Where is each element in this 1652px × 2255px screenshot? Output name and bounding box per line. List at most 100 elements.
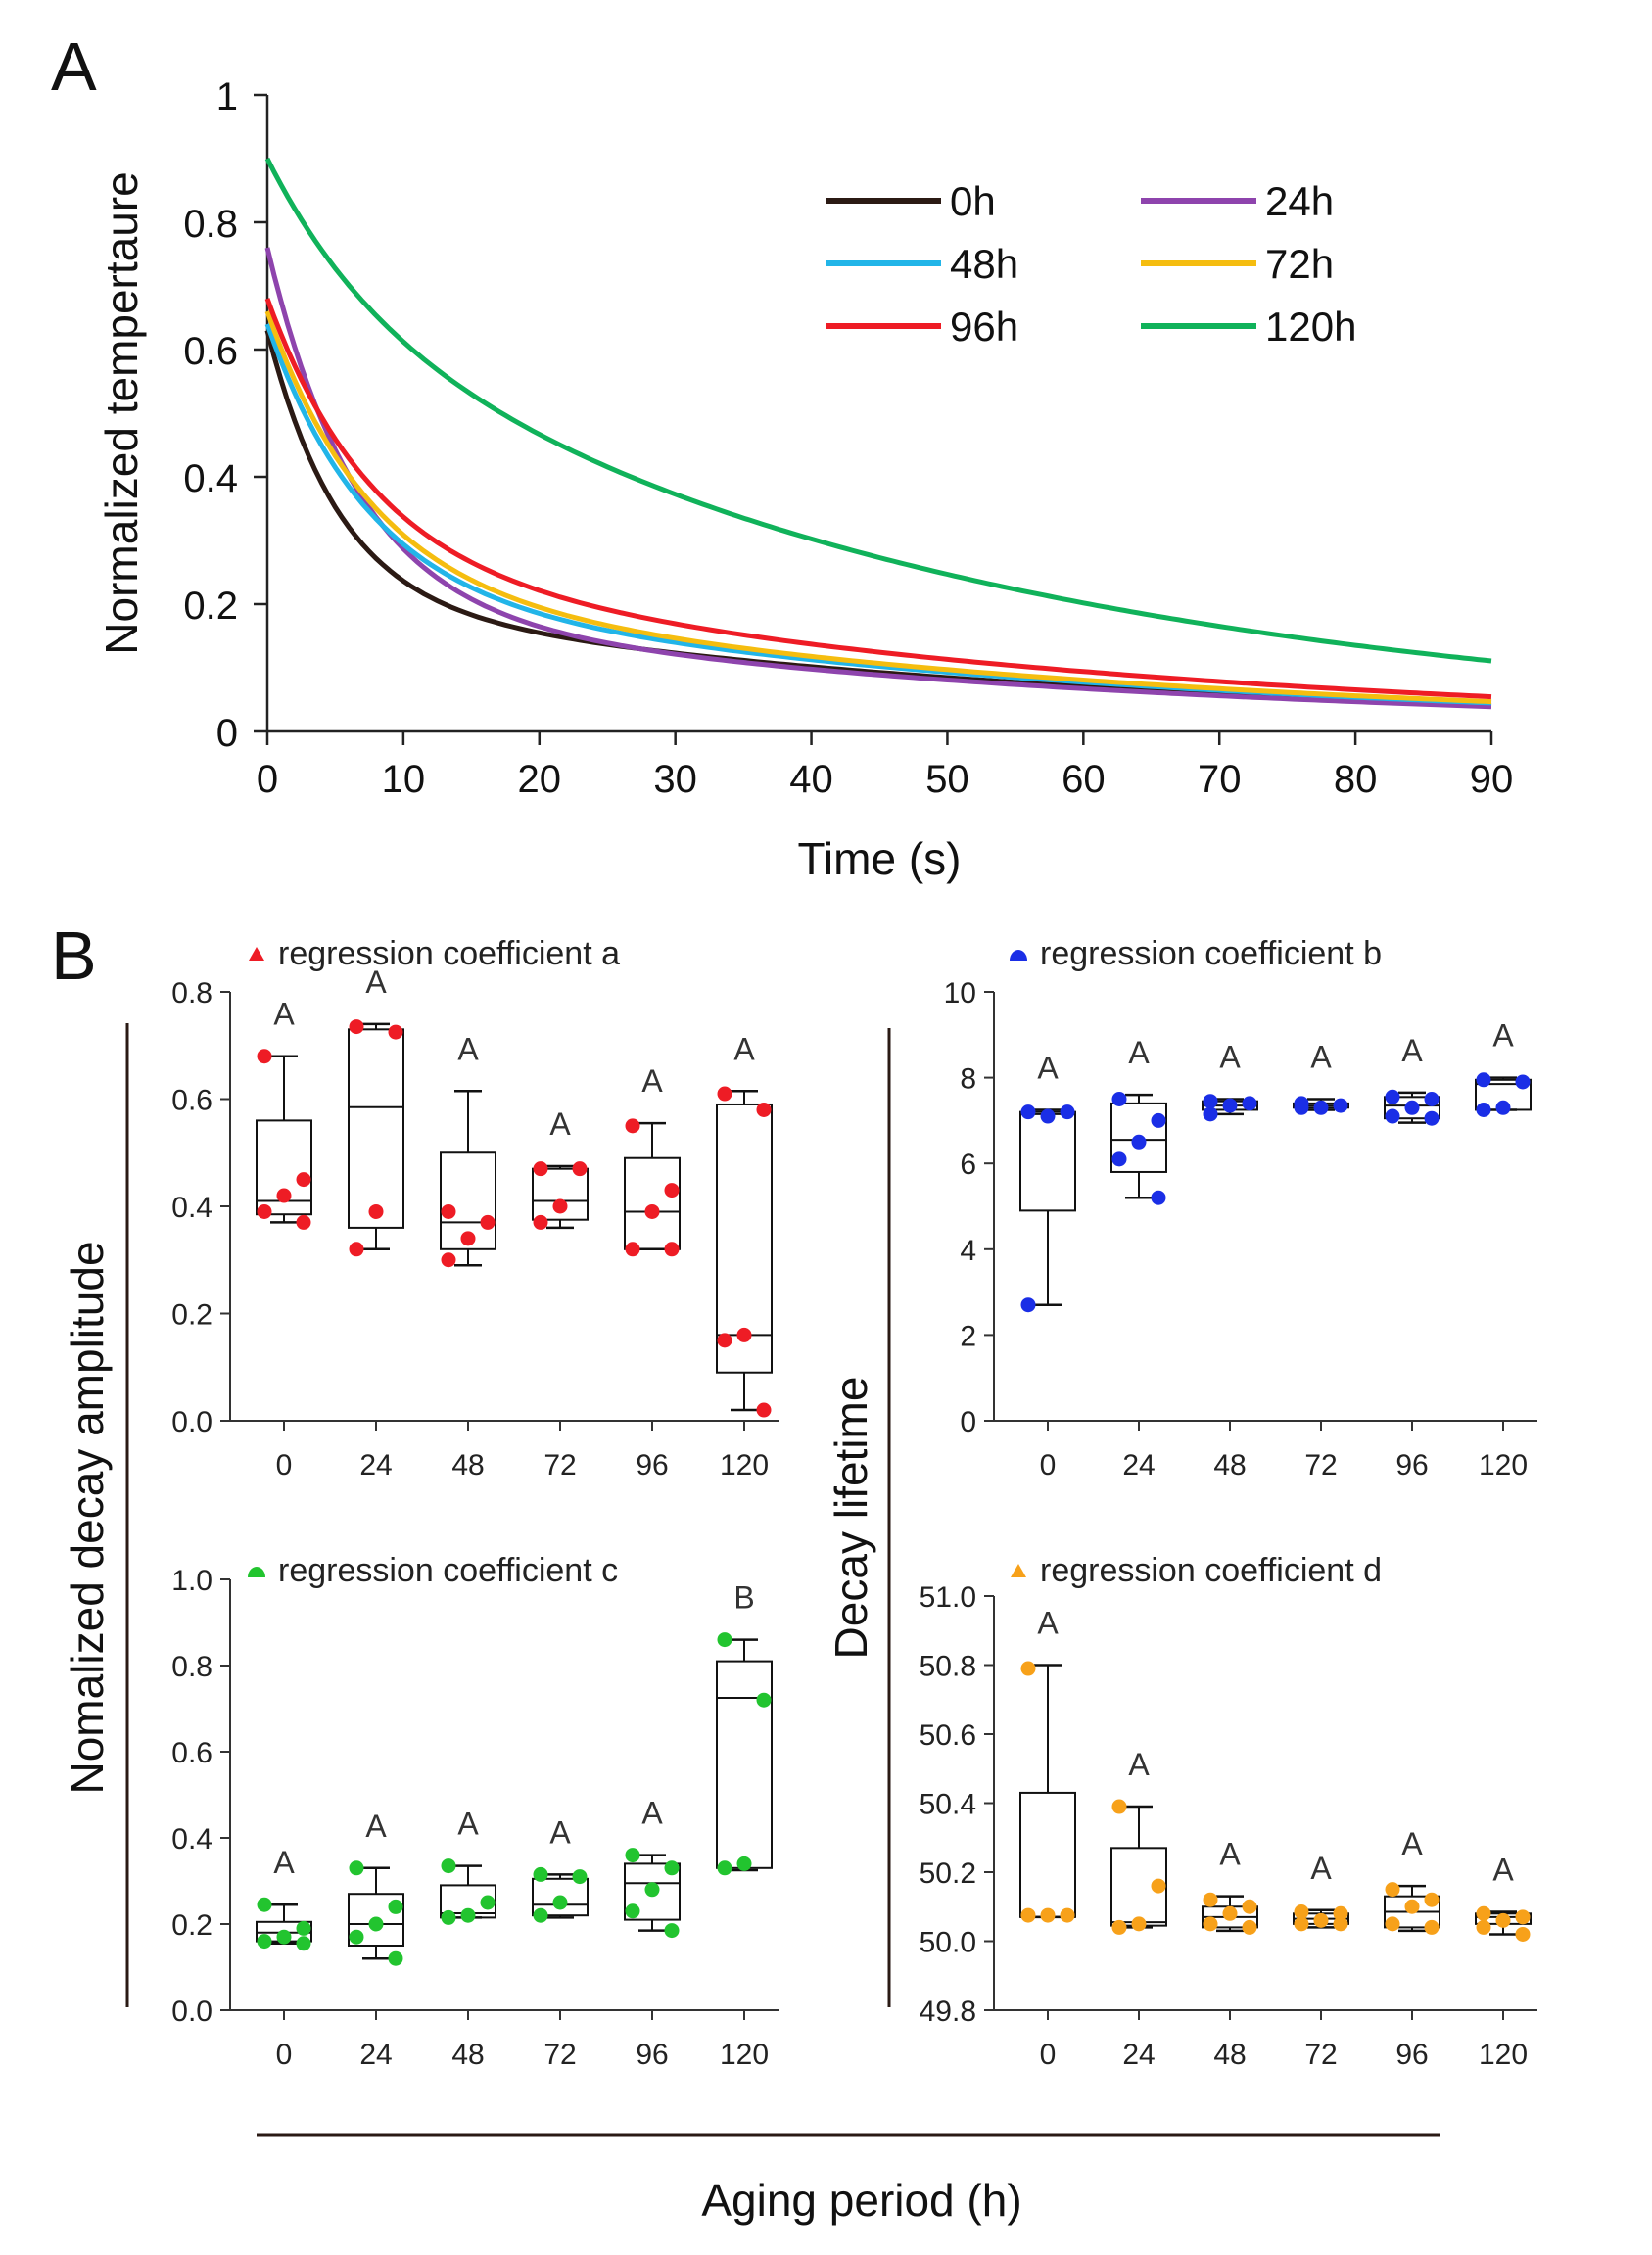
data-point (296, 1172, 311, 1188)
box-ytick-label: 0.2 (171, 1909, 212, 1942)
data-point (533, 1161, 548, 1177)
data-point (1040, 1907, 1056, 1923)
data-point (1515, 1074, 1531, 1090)
data-point (1333, 1098, 1348, 1113)
data-point (388, 1950, 403, 1966)
significance-letter: A (1310, 1851, 1332, 1886)
data-point (1424, 1892, 1440, 1907)
data-point (552, 1895, 568, 1910)
data-point (1060, 1104, 1075, 1120)
data-point (1333, 1916, 1348, 1932)
box-xtick-label: 96 (636, 1449, 668, 1481)
box-72: A (1293, 1851, 1349, 1932)
box-ytick-label: 0.4 (171, 1823, 212, 1856)
data-point (1203, 1094, 1218, 1109)
box-72: A (532, 1106, 589, 1230)
box-ytick-label: 2 (960, 1320, 976, 1352)
significance-letter: A (273, 1845, 295, 1880)
box-xtick-label: 0 (1040, 2039, 1057, 2071)
legend-dome-icon (248, 1567, 265, 1577)
panel-a-ytick-label: 1 (216, 75, 238, 118)
significance-letter: A (1037, 1050, 1059, 1085)
data-point (441, 1858, 456, 1874)
panel-a-ytick-label: 0 (216, 712, 238, 755)
data-point (1203, 1106, 1218, 1122)
box-xtick-label: 96 (1395, 2039, 1428, 2071)
box-xtick-label: 120 (720, 1449, 769, 1481)
data-point (1151, 1878, 1166, 1894)
significance-letter: A (365, 1809, 387, 1844)
data-point (1495, 1100, 1511, 1115)
legend-triangle-icon (1011, 1564, 1026, 1577)
data-point (664, 1242, 680, 1257)
significance-letter: B (733, 1580, 754, 1616)
box-xtick-label: 72 (1304, 1449, 1337, 1481)
data-point (1404, 1100, 1420, 1115)
data-point (1313, 1912, 1329, 1928)
panel-a-xtick-label: 90 (1470, 758, 1514, 801)
box-xtick-label: 0 (276, 1449, 293, 1481)
data-point (1385, 1882, 1400, 1898)
significance-letter: A (641, 1063, 663, 1099)
data-point (756, 1102, 772, 1117)
data-point (625, 1118, 640, 1134)
box-xtick-label: 72 (1304, 2039, 1337, 2071)
data-point (257, 1203, 272, 1219)
data-point (533, 1907, 548, 1923)
significance-letter: A (1492, 1018, 1514, 1054)
box-ytick-label: 0.0 (171, 1996, 212, 2028)
data-point (480, 1895, 496, 1910)
data-point (1151, 1112, 1166, 1128)
series-line-120h (264, 157, 1492, 664)
panel-a-line-chart: 0 0.2 0.4 0.6 0.8 1 0 10 20 30 40 50 60 70 80 90 0h 24h… (96, 75, 1513, 884)
panel-label-b: B (51, 917, 97, 994)
box-iqr (624, 1156, 681, 1250)
box-iqr (440, 1151, 496, 1250)
data-point (1476, 1919, 1491, 1935)
box-ytick-label: 0.2 (171, 1299, 212, 1332)
box-ytick-label: 50.8 (920, 1651, 976, 1683)
box-ytick-label: 8 (960, 1063, 976, 1096)
data-point (572, 1869, 588, 1885)
data-point (1242, 1096, 1257, 1111)
box-xtick-label: 48 (1213, 1449, 1246, 1481)
box-ytick-label: 50.4 (920, 1789, 976, 1821)
data-point (1203, 1892, 1218, 1907)
data-point (1495, 1912, 1511, 1928)
series-line-96h (264, 298, 1492, 700)
box-ytick-label: 0.0 (171, 1406, 212, 1438)
box-ytick-label: 1.0 (171, 1565, 212, 1597)
box-xtick-label: 24 (1122, 1449, 1155, 1481)
data-point (1385, 1108, 1400, 1124)
box-24: A (1110, 1747, 1167, 1935)
data-point (664, 1923, 680, 1939)
box-ytick-label: 0.8 (171, 977, 212, 1010)
box-iqr (532, 1167, 589, 1221)
data-point (625, 1903, 640, 1919)
box-0: A (256, 1845, 312, 1951)
xlabel-aging: Aging period (h) (701, 2175, 1021, 2226)
legend-dome-icon (1010, 950, 1027, 961)
data-point (368, 1203, 384, 1219)
data-point (533, 1866, 548, 1882)
box-xtick-label: 48 (1213, 2039, 1246, 2071)
data-point (1476, 1905, 1491, 1921)
data-point (1020, 1297, 1036, 1313)
box-0: A (1019, 1050, 1076, 1313)
box-24: A (348, 964, 404, 1257)
box-legend-label: regression coefficient a (278, 935, 620, 972)
data-point (717, 1333, 732, 1348)
significance-letter: A (1310, 1040, 1332, 1075)
box-ytick-label: 0.6 (171, 1085, 212, 1117)
significance-letter: A (1492, 1853, 1514, 1888)
box-iqr (1384, 1096, 1440, 1120)
significance-letter: A (733, 1031, 755, 1066)
data-point (717, 1860, 732, 1876)
box-96: A (1384, 1826, 1440, 1935)
ylabel-amplitude: Nomalized decay amplitude (62, 1241, 113, 1794)
data-point (717, 1086, 732, 1102)
panel-a-ytick-label: 0.2 (183, 585, 238, 628)
box-xtick-label: 0 (1040, 1449, 1057, 1481)
data-point (1020, 1104, 1036, 1120)
